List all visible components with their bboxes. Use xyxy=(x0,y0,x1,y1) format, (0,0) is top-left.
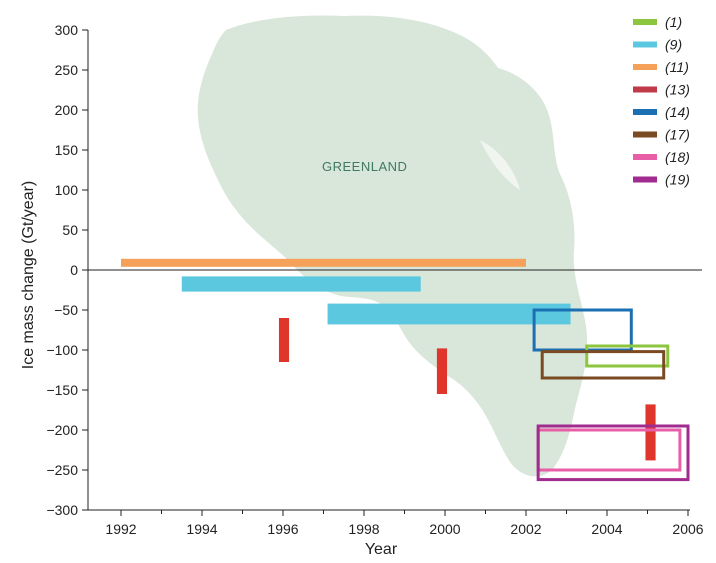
series-11-mark-1 xyxy=(121,258,526,267)
legend-label-9: (9) xyxy=(665,37,682,53)
legend-swatch-14 xyxy=(633,109,657,115)
series-1-mark-1 xyxy=(585,344,670,368)
y-tick-label: 0 xyxy=(70,262,78,278)
legend-label-11: (11) xyxy=(665,59,689,75)
x-tick-label: 1998 xyxy=(348,521,379,537)
y-tick-label: 150 xyxy=(55,142,79,158)
x-tick-label: 1992 xyxy=(105,521,136,537)
legend-swatch-18 xyxy=(633,154,657,160)
x-tick-label: 2006 xyxy=(672,521,703,537)
series-estimate-mark-2 xyxy=(436,348,448,394)
greenland-map-fjord xyxy=(480,140,520,190)
y-tick-label: −50 xyxy=(54,302,78,318)
series-17-mark-1 xyxy=(540,350,666,380)
x-axis-title: Year xyxy=(365,541,398,558)
y-tick-label: −100 xyxy=(46,342,78,358)
y-tick-label: 100 xyxy=(55,182,79,198)
y-tick-label: 250 xyxy=(55,62,79,78)
x-tick-label: 2000 xyxy=(429,521,460,537)
x-tick-label: 2002 xyxy=(510,521,541,537)
map-label: GREENLAND xyxy=(322,159,407,174)
data-layer xyxy=(121,258,690,482)
series-19-mark-1 xyxy=(536,424,690,482)
series-14-mark-1 xyxy=(532,308,633,352)
x-tick-label: 1996 xyxy=(267,521,298,537)
legend-label-18: (18) xyxy=(665,149,690,165)
legend-label-1: (1) xyxy=(665,14,682,30)
y-tick-label: −200 xyxy=(46,422,78,438)
y-tick-label: 300 xyxy=(55,22,79,38)
x-tick-label: 1994 xyxy=(186,521,217,537)
y-tick-label: −300 xyxy=(46,502,78,518)
legend-swatch-13 xyxy=(633,86,657,93)
series-9-mark-2 xyxy=(327,303,571,325)
y-axis-title: Ice mass change (Gt/year) xyxy=(20,181,37,370)
y-tick-label: 200 xyxy=(55,102,79,118)
series-estimate-mark-3 xyxy=(645,404,656,461)
legend: (1) (9) (11) (13) (14) (17) (18) (19) xyxy=(633,14,690,188)
legend-label-14: (14) xyxy=(665,104,690,120)
axes-layer: 300 250 200 150 100 50 0 −50 −100 −150 −200 −250 −30… xyxy=(46,22,703,537)
series-9-mark-1 xyxy=(181,276,421,292)
series-estimate-mark-1 xyxy=(278,318,290,362)
legend-label-13: (13) xyxy=(665,82,690,98)
x-tick-label: 2004 xyxy=(591,521,622,537)
greenland-map-shape xyxy=(197,15,588,477)
y-tick-label: 50 xyxy=(62,222,78,238)
legend-swatch-9 xyxy=(633,41,657,48)
legend-swatch-17 xyxy=(633,131,657,138)
legend-swatch-1 xyxy=(633,19,657,25)
legend-swatch-11 xyxy=(633,64,657,70)
legend-swatch-19 xyxy=(633,176,657,183)
legend-label-19: (19) xyxy=(665,172,690,188)
y-tick-label: −150 xyxy=(46,382,78,398)
legend-label-17: (17) xyxy=(665,127,690,143)
y-tick-label: −250 xyxy=(46,462,78,478)
